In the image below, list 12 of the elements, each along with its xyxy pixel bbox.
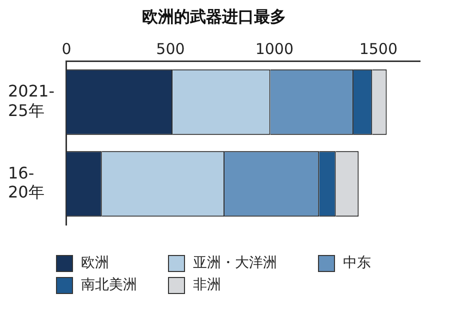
legend-label: 中东: [343, 254, 371, 272]
y-tick-label: 2021-25年: [8, 82, 54, 120]
y-tick-label: 16-20年: [8, 163, 44, 202]
x-tick-label: 1000: [255, 40, 294, 58]
x-tick-label: 1500: [359, 40, 398, 58]
legend-label: 欧洲: [81, 254, 109, 272]
x-tick-label: 500: [156, 40, 185, 58]
legend-label: 南北美洲: [81, 276, 137, 294]
x-tick-label: 0: [62, 40, 72, 58]
legend-label: 非洲: [193, 276, 221, 294]
chart-title: 欧洲的武器进口最多: [142, 6, 286, 26]
legend-label: 亚洲・大洋洲: [193, 254, 277, 272]
